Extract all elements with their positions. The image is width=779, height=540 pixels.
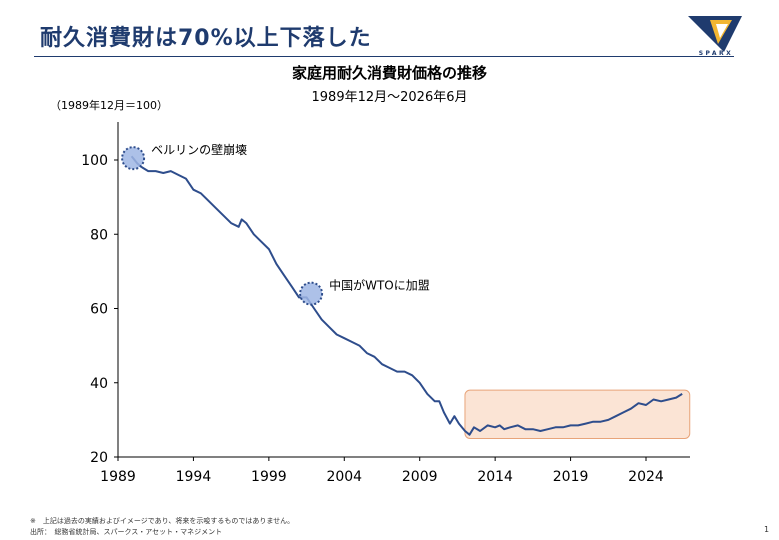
price-index-line	[130, 155, 683, 436]
slide-title: 耐久消費財は70%以上下落した	[40, 26, 372, 51]
x-tick-label: 2009	[402, 469, 438, 485]
y-tick-label: 40	[90, 376, 108, 392]
chart-subtitle: 1989年12月～2026年6月	[311, 90, 468, 105]
logo-text: SPARX	[698, 50, 734, 57]
y-tick-label: 80	[90, 227, 108, 243]
event-annotation-label: 中国がWTOに加盟	[329, 278, 430, 293]
sparx-logo-icon	[688, 16, 742, 52]
x-tick-label: 2024	[628, 469, 664, 485]
x-tick-label: 1999	[251, 469, 287, 485]
y-tick-label: 100	[81, 153, 108, 169]
footnote: ※ 上記は過去の実績およびイメージであり、将来を示唆するものではありません。	[30, 517, 295, 525]
page-number: 1	[764, 525, 770, 534]
event-marker	[121, 146, 146, 171]
x-tick-label: 2019	[553, 469, 589, 485]
y-axis-label: （1989年12月＝100）	[50, 99, 168, 112]
event-annotation-label: ベルリンの壁崩壊	[151, 142, 247, 157]
x-tick-label: 2004	[326, 469, 362, 485]
chart-title: 家庭用耐久消費財価格の推移	[291, 64, 487, 82]
x-tick-label: 1994	[176, 469, 212, 485]
source-note: 出所： 総務省統計局、スパークス・アセット・マネジメント	[30, 528, 223, 536]
title-divider	[34, 56, 734, 57]
x-tick-label: 2014	[477, 469, 513, 485]
event-marker	[299, 281, 324, 306]
y-tick-label: 60	[90, 302, 108, 318]
x-tick-label: 1989	[100, 469, 136, 485]
y-tick-label: 20	[90, 450, 108, 466]
highlight-region	[464, 389, 691, 439]
